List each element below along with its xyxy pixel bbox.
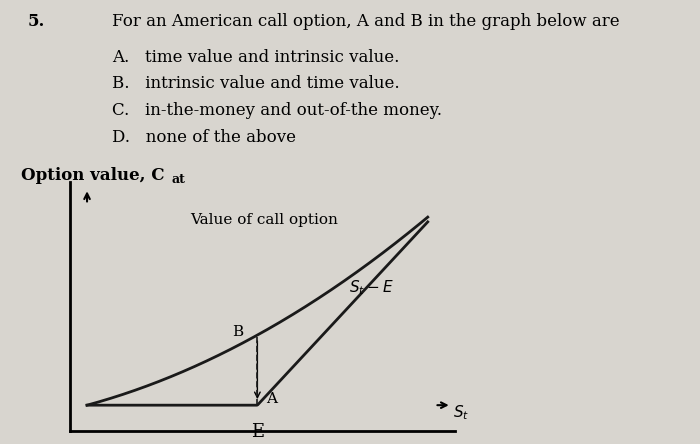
Text: $S_t-E$: $S_t-E$ bbox=[349, 278, 394, 297]
Text: A: A bbox=[266, 392, 277, 406]
Text: D.   none of the above: D. none of the above bbox=[112, 129, 296, 146]
Text: Option value, C: Option value, C bbox=[21, 166, 164, 183]
Text: 5.: 5. bbox=[28, 13, 46, 30]
Text: B.   intrinsic value and time value.: B. intrinsic value and time value. bbox=[112, 75, 400, 92]
Text: at: at bbox=[172, 173, 186, 186]
Text: C.   in-the-money and out-of-the money.: C. in-the-money and out-of-the money. bbox=[112, 102, 442, 119]
Text: B: B bbox=[232, 325, 244, 339]
Text: E: E bbox=[251, 423, 264, 441]
Text: $S_t$: $S_t$ bbox=[454, 404, 470, 423]
Text: For an American call option, A and B in the graph below are: For an American call option, A and B in … bbox=[112, 13, 620, 30]
Text: A.   time value and intrinsic value.: A. time value and intrinsic value. bbox=[112, 49, 400, 66]
Text: Value of call option: Value of call option bbox=[190, 213, 338, 227]
